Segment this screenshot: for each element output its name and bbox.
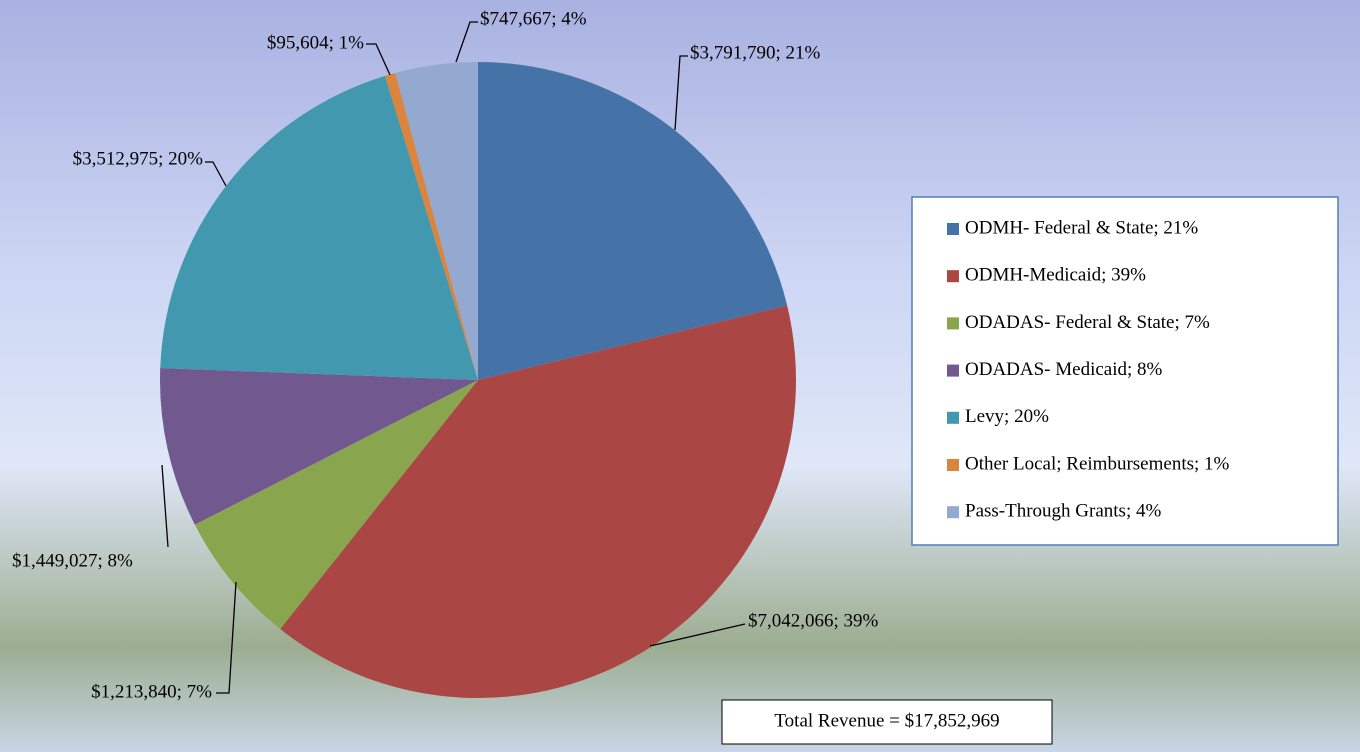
data-label: $3,512,975; 20%: [73, 148, 204, 169]
legend-entry: Other Local; Reimbursements; 1%: [965, 453, 1230, 474]
pie-slice: [194, 380, 478, 630]
legend-swatch: [947, 411, 959, 424]
data-label: $747,667; 4%: [480, 8, 587, 29]
leader-line: [674, 55, 688, 131]
annotation: Total Revenue = $17,852,969: [774, 710, 999, 731]
pie-slice: [280, 305, 797, 698]
legend-swatch: [947, 270, 959, 283]
data-label: $95,604; 1%: [267, 32, 364, 53]
leader-line: [649, 623, 746, 647]
leader-line: [366, 43, 391, 76]
legend-entry: ODMH-Medicaid; 39%: [965, 265, 1146, 286]
leader-line: [205, 161, 227, 187]
pie: [160, 62, 797, 698]
legend: ODMH- Federal & State; 21% ODMH-Medicaid;…: [947, 217, 1230, 522]
data-label: $1,213,840; 7%: [91, 681, 212, 702]
pie-slice: [395, 62, 478, 380]
legend-box: [911, 196, 1339, 546]
legend-swatch: [947, 223, 959, 235]
legend-swatch: [947, 506, 959, 519]
leader-line: [216, 581, 237, 694]
legend-swatch: [947, 459, 959, 471]
leader-line: [455, 21, 478, 63]
data-label: $3,791,790; 21%: [690, 42, 821, 63]
legend-entry: Pass-Through Grants; 4%: [965, 501, 1161, 522]
data-label: $1,449,027; 8%: [12, 550, 133, 571]
legend-entry: ODADAS- Medicaid; 8%: [965, 359, 1163, 380]
legend-swatch: [947, 364, 959, 377]
leader-line: [161, 464, 169, 548]
data-label: $7,042,066; 39%: [748, 610, 879, 631]
legend-entry: ODMH- Federal & State; 21%: [965, 217, 1198, 238]
pie-slice: [160, 75, 478, 380]
pie-slice: [478, 62, 788, 380]
legend-swatch: [947, 317, 959, 330]
legend-entry: ODADAS- Federal & State; 7%: [965, 312, 1210, 333]
data-labels: $3,791,790; 21% $7,042,066; 39% $1,213,840…: [12, 8, 879, 702]
pie-slice: [385, 72, 478, 380]
annotation-box: [721, 699, 1053, 745]
pie-slice: [160, 368, 478, 525]
legend-entry: Levy; 20%: [965, 406, 1049, 427]
